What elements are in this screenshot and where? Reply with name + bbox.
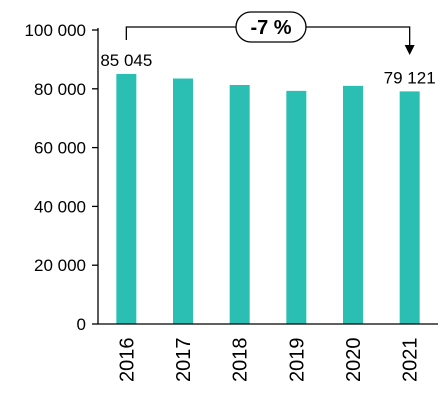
- x-tick-label: 2017: [173, 338, 195, 383]
- data-label-2016: 85 045: [100, 51, 152, 70]
- y-tick-label: 60 000: [34, 139, 86, 158]
- change-annotation: -7 %: [125, 11, 415, 55]
- y-tick-label: 40 000: [34, 197, 86, 216]
- bar-2016: [116, 73, 137, 324]
- change-pill: [235, 11, 307, 43]
- bar-2019: [286, 90, 307, 324]
- change-label: -7 %: [250, 17, 291, 39]
- bar-2017: [173, 78, 193, 324]
- x-tick-label: 2020: [343, 338, 365, 383]
- y-tick-label: 100 000: [25, 21, 86, 40]
- bar-2020: [343, 85, 363, 324]
- arrow-down-icon: [404, 45, 415, 55]
- bars: [116, 73, 420, 324]
- bracket-left: [125, 26, 236, 40]
- y-tick-label: 0: [77, 315, 86, 334]
- x-tick-label: 2021: [400, 338, 422, 383]
- y-tick-label: 80 000: [34, 80, 86, 99]
- bar-2018: [229, 84, 250, 324]
- data-labels: 85 045 79 121: [100, 51, 435, 87]
- y-axis: 0 20 000 40 000 60 000 80 000 100 000: [25, 21, 99, 334]
- x-tick-label: 2018: [230, 338, 252, 383]
- y-tick-label: 20 000: [34, 256, 86, 275]
- x-tick-label: 2016: [116, 338, 138, 383]
- x-tick-label: 2019: [286, 338, 308, 383]
- x-axis: 2016 2017 2018 2019 2020 2021: [98, 323, 438, 383]
- bar-2021: [399, 91, 420, 324]
- bracket-right: [306, 26, 411, 47]
- data-label-2021: 79 121: [384, 68, 436, 87]
